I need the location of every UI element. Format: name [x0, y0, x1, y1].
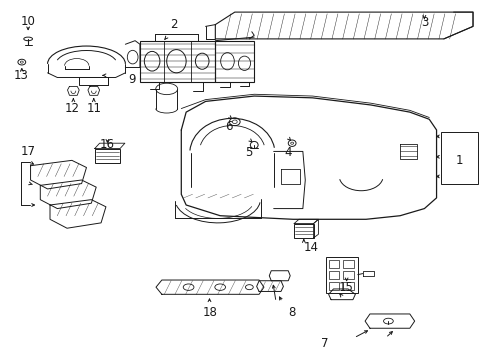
Text: 2: 2 — [170, 18, 177, 31]
Bar — [343, 271, 353, 279]
Bar — [343, 282, 353, 290]
Bar — [140, 41, 215, 82]
Bar — [343, 260, 353, 268]
Bar — [441, 132, 477, 184]
Text: 13: 13 — [13, 69, 28, 82]
Text: 6: 6 — [225, 120, 232, 133]
Text: 12: 12 — [64, 102, 79, 115]
Bar — [95, 149, 120, 163]
Bar — [79, 77, 108, 85]
Bar — [328, 282, 339, 290]
Text: 15: 15 — [339, 281, 353, 294]
Text: 8: 8 — [288, 306, 295, 319]
Text: 14: 14 — [304, 241, 319, 255]
Bar — [325, 257, 357, 293]
Text: 18: 18 — [203, 306, 218, 319]
Text: 10: 10 — [20, 14, 36, 27]
Bar — [328, 271, 339, 279]
Text: 4: 4 — [284, 146, 291, 159]
Text: 3: 3 — [420, 16, 427, 29]
Text: 17: 17 — [20, 145, 36, 158]
Text: 1: 1 — [455, 154, 462, 167]
Text: 11: 11 — [86, 102, 101, 115]
Text: 9: 9 — [128, 73, 135, 86]
Text: 5: 5 — [244, 146, 251, 159]
Bar — [328, 260, 339, 268]
Text: 7: 7 — [320, 337, 328, 350]
Bar — [215, 41, 254, 82]
Text: 16: 16 — [100, 138, 115, 151]
Bar — [293, 224, 313, 238]
